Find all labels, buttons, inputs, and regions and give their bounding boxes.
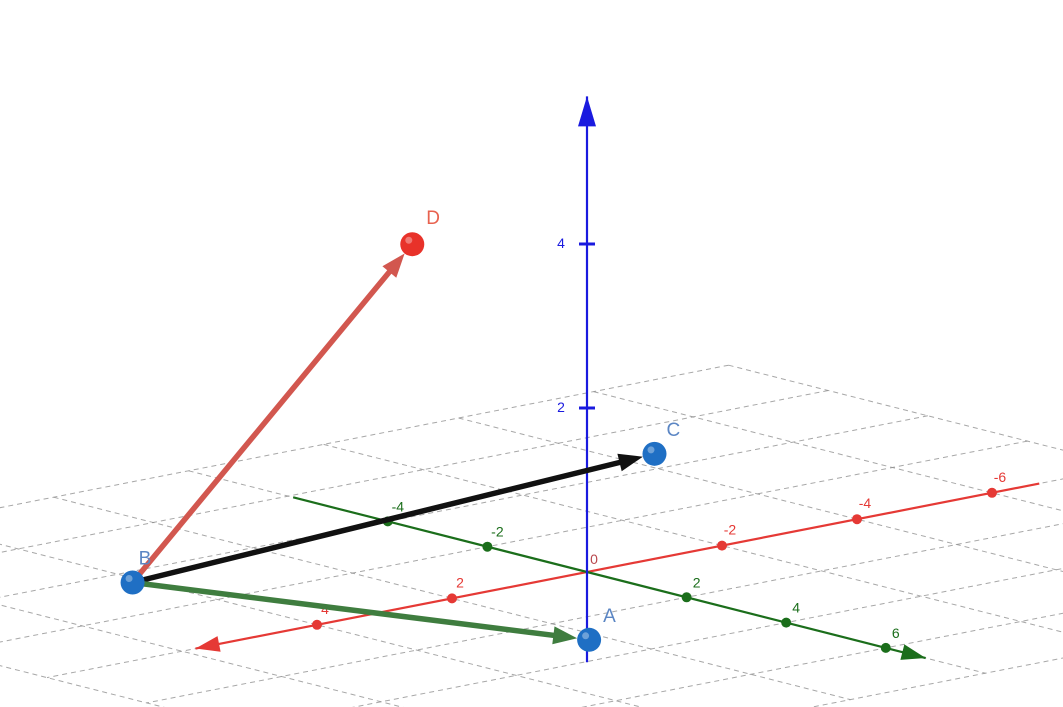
vector-b-to-d-head — [382, 253, 405, 278]
tick-label: -6 — [994, 469, 1007, 485]
vector-b-to-c[interactable] — [129, 453, 643, 586]
tick-label: -4 — [392, 498, 405, 514]
point-d-marker[interactable] — [400, 232, 425, 257]
grid-line — [809, 657, 1063, 707]
y-axis-tick — [681, 592, 692, 603]
point-d-label: D — [426, 208, 440, 229]
z-axis-arrow — [578, 96, 596, 127]
y-axis-tick — [880, 642, 891, 653]
tick-label: 0 — [590, 551, 598, 567]
grid-line — [0, 543, 643, 707]
grid-line — [728, 364, 1063, 451]
point-b-label: B — [139, 549, 152, 570]
vector-b-to-c-head — [617, 453, 643, 472]
grid-line — [53, 496, 851, 701]
x-axis-tick — [312, 619, 322, 630]
vectors[interactable] — [129, 253, 643, 645]
tick-label: 2 — [693, 574, 701, 590]
grid-line — [458, 417, 1063, 573]
point-c-marker[interactable] — [642, 441, 667, 466]
axes — [195, 96, 1040, 663]
tick-label: -2 — [491, 524, 504, 540]
y-axis-line — [292, 496, 926, 660]
tick-label: -4 — [859, 495, 872, 511]
vector-b-to-a-shaft — [129, 579, 561, 639]
x-axis-tick — [852, 514, 862, 525]
point-b[interactable] — [120, 570, 145, 595]
vector-b-to-a-head — [552, 626, 578, 645]
tick-label: 2 — [456, 574, 464, 590]
x-axis-arrow — [195, 636, 221, 652]
point-a-highlight — [582, 632, 590, 640]
grid-line — [0, 364, 729, 509]
tick-label: 4 — [792, 600, 800, 616]
x-axis-tick — [447, 593, 457, 604]
point-c[interactable] — [642, 441, 667, 466]
point-a[interactable] — [577, 627, 602, 652]
grid-line — [323, 443, 1063, 633]
grid-line — [0, 440, 1028, 643]
vector-b-to-d-shaft — [129, 266, 395, 586]
tick-label: 4 — [557, 235, 565, 251]
point-a-marker[interactable] — [577, 627, 602, 652]
x-axis-tick — [717, 540, 727, 551]
vector-b-to-c-shaft — [129, 458, 627, 586]
point-a-label: A — [603, 606, 616, 627]
labels: A B C D — [139, 208, 681, 627]
y-axis-tick — [482, 541, 493, 552]
tick-label: -2 — [724, 522, 737, 538]
point-c-label: C — [667, 420, 681, 441]
y-axis-tick — [781, 617, 792, 628]
x-axis-tick — [987, 487, 997, 498]
x-axis-line — [195, 482, 1040, 650]
grid-line — [0, 390, 829, 553]
vector-b-to-a[interactable] — [129, 579, 578, 645]
point-d[interactable] — [400, 232, 425, 257]
tick-label: 2 — [557, 399, 565, 415]
point-d-highlight — [405, 236, 413, 244]
vector-b-to-d[interactable] — [129, 253, 405, 586]
point-b-marker[interactable] — [120, 570, 145, 595]
y-axis-arrow — [900, 644, 926, 660]
point-c-highlight — [647, 446, 655, 454]
points[interactable] — [120, 232, 667, 652]
point-b-highlight — [125, 575, 133, 583]
tick-label: 6 — [892, 625, 900, 641]
grid-line — [593, 391, 1063, 512]
